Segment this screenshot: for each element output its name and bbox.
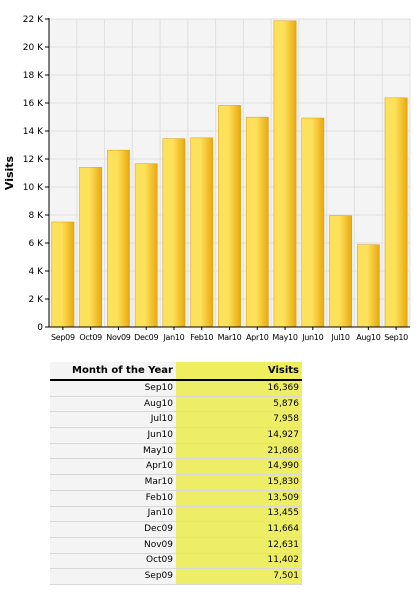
visits-cell: 11,402 <box>176 553 302 570</box>
bar-Sep09[interactable] <box>51 221 75 328</box>
y-tick-label: 16 K <box>23 99 44 109</box>
x-tick-label: May10 <box>272 333 297 342</box>
x-tick-label: Aug10 <box>356 333 381 342</box>
x-tick-label: Apr10 <box>246 333 269 342</box>
table-row: Jan10 13,455 <box>50 506 302 523</box>
visits-cell: 13,455 <box>176 506 302 523</box>
visits-cell: 15,830 <box>176 474 302 491</box>
visits-cell: 11,664 <box>176 521 302 538</box>
bar-Jul10[interactable] <box>329 215 352 328</box>
bars <box>51 20 408 328</box>
bar-Aug10[interactable] <box>356 244 380 328</box>
y-axis-label: Visits <box>3 155 16 190</box>
month-cell: Jun10 <box>50 427 176 444</box>
bar-Nov09[interactable] <box>107 149 130 328</box>
bar-May10[interactable] <box>273 20 297 328</box>
month-cell: Oct09 <box>50 553 176 570</box>
x-tick-label: Sep09 <box>51 333 75 342</box>
x-tick-label: Sep10 <box>384 333 408 342</box>
month-cell: Jul10 <box>50 411 176 429</box>
month-cell: Feb10 <box>50 490 176 507</box>
data-table: Month of the Year Visits Sep10 16,369 Aug1… <box>50 362 302 585</box>
month-cell: Jan10 <box>50 506 176 523</box>
y-tick-label: 10 K <box>23 183 44 193</box>
column-header-visits[interactable]: Visits <box>176 362 302 381</box>
column-header-month[interactable]: Month of the Year <box>50 362 176 381</box>
x-tick-label: Nov09 <box>106 333 131 342</box>
table-row: Sep10 16,369 <box>50 380 302 397</box>
table-row: Sep09 7,501 <box>50 568 302 585</box>
x-tick-label: Jun10 <box>301 333 323 342</box>
month-cell: Nov09 <box>50 537 176 554</box>
bar-Jan10[interactable] <box>162 138 186 328</box>
y-tick-label: 6 K <box>29 239 45 249</box>
x-tick-label: Mar10 <box>218 333 242 342</box>
table-body: Sep10 16,369 Aug10 5,876 Jul10 7,958 Jun10 14,9… <box>50 380 302 585</box>
visits-cell: 13,509 <box>176 490 302 507</box>
month-cell: Aug10 <box>50 396 176 413</box>
table-row: Jul10 7,958 <box>50 411 302 429</box>
month-cell: Mar10 <box>50 474 176 491</box>
month-cell: Sep10 <box>50 380 176 397</box>
bar-Dec09[interactable] <box>134 163 158 328</box>
bar-Mar10[interactable] <box>218 105 241 328</box>
table-row: Apr10 14,990 <box>50 458 302 476</box>
bar-Jun10[interactable] <box>301 117 325 328</box>
y-tick-label: 18 K <box>23 71 44 81</box>
y-tick-label: 2 K <box>29 295 45 305</box>
x-tick-label: Oct09 <box>79 333 102 342</box>
table-row: Jun10 14,927 <box>50 427 302 444</box>
table-row: Feb10 13,509 <box>50 490 302 507</box>
y-tick-label: 20 K <box>23 43 44 53</box>
month-cell: Dec09 <box>50 521 176 538</box>
table-row: Aug10 5,876 <box>50 396 302 413</box>
visits-cell: 5,876 <box>176 396 302 413</box>
y-tick-label: 4 K <box>29 267 45 277</box>
visits-cell: 16,369 <box>176 380 302 397</box>
month-cell: Sep09 <box>50 568 176 585</box>
visits-cell: 7,958 <box>176 411 302 429</box>
x-tick-label: Feb10 <box>190 333 213 342</box>
visits-cell: 7,501 <box>176 568 302 585</box>
visits-cell: 21,868 <box>176 443 302 460</box>
x-tick-label: Dec09 <box>134 333 158 342</box>
table-row: May10 21,868 <box>50 443 302 460</box>
visits-cell: 14,927 <box>176 427 302 444</box>
table-row: Nov09 12,631 <box>50 537 302 554</box>
y-ticks: 0 2 K 4 K 6 K 8 K 10 K 12 K 14 K 16 K 18 K 20 K 22 … <box>23 15 49 333</box>
bar-Apr10[interactable] <box>245 116 269 328</box>
bar-Oct09[interactable] <box>79 167 103 328</box>
y-tick-label: 8 K <box>29 211 45 221</box>
table-row: Oct09 11,402 <box>50 553 302 570</box>
table-row: Dec09 11,664 <box>50 521 302 538</box>
y-tick-label: 0 <box>37 323 43 333</box>
bar-chart: 0 2 K 4 K 6 K 8 K 10 K 12 K 14 K 16 K 18 K 20 K 22 … <box>3 15 411 342</box>
visits-cell: 14,990 <box>176 458 302 476</box>
bar-Feb10[interactable] <box>190 137 214 328</box>
y-tick-label: 14 K <box>23 127 44 137</box>
bar-Sep10[interactable] <box>384 97 408 328</box>
x-tick-label: Jul10 <box>330 333 350 342</box>
visits-cell: 12,631 <box>176 537 302 554</box>
x-tick-label: Jan10 <box>162 333 184 342</box>
y-tick-label: 12 K <box>23 155 44 165</box>
table-header-row: Month of the Year Visits <box>50 362 302 381</box>
table-row: Mar10 15,830 <box>50 474 302 491</box>
x-ticks: Sep09 Oct09 Nov09 Dec09 Jan10 Feb10 Mar10 Apr10… <box>51 327 409 342</box>
month-cell: Apr10 <box>50 458 176 476</box>
month-cell: May10 <box>50 443 176 460</box>
y-tick-label: 22 K <box>23 15 44 25</box>
